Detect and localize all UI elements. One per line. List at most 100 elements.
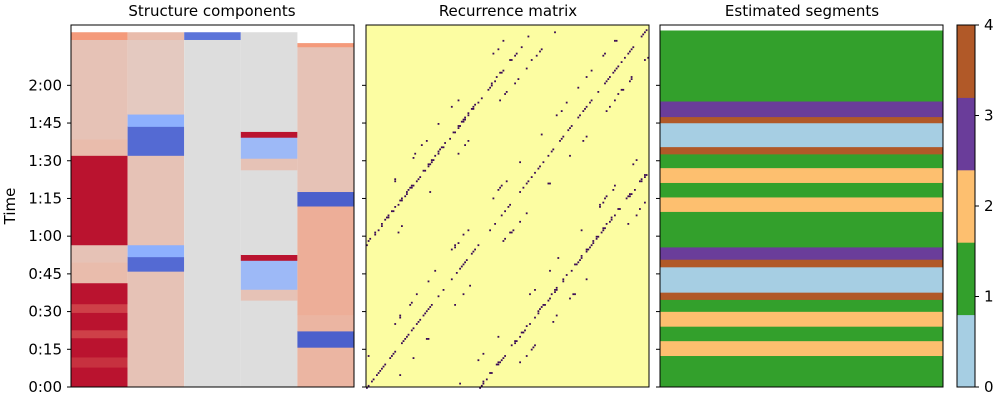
recurrence-point xyxy=(379,370,382,372)
recurrence-point xyxy=(515,52,518,55)
recurrence-point xyxy=(580,255,583,257)
recurrence-point xyxy=(381,225,383,227)
recurrence-point xyxy=(555,286,558,289)
recurrence-point xyxy=(589,246,591,249)
recurrence-point xyxy=(609,220,611,223)
recurrence-point xyxy=(547,182,550,185)
segment-bar xyxy=(660,292,943,300)
recurrence-point xyxy=(600,231,603,234)
recurrence-point xyxy=(462,263,465,266)
recurrence-point xyxy=(427,308,430,310)
recurrence-point xyxy=(622,88,625,91)
component-cell xyxy=(71,367,129,388)
recurrence-point xyxy=(424,169,427,172)
recurrence-point xyxy=(537,167,540,170)
recurrence-point xyxy=(544,304,546,306)
recurrence-point xyxy=(537,310,540,313)
recurrence-point xyxy=(599,206,601,208)
recurrence-point xyxy=(490,372,493,374)
recurrence-point xyxy=(509,231,511,234)
recurrence-point xyxy=(559,140,561,142)
recurrence-point xyxy=(410,301,413,304)
recurrence-point xyxy=(470,252,473,255)
segment-bar xyxy=(660,340,943,357)
recurrence-point xyxy=(369,237,372,240)
recurrence-point xyxy=(624,56,626,59)
recurrence-point xyxy=(550,150,553,153)
segment-bar xyxy=(660,153,943,169)
recurrence-point xyxy=(500,184,503,187)
recurrence-point xyxy=(604,52,606,55)
recurrence-point xyxy=(507,206,510,208)
recurrence-point xyxy=(502,240,505,242)
recurrence-point xyxy=(497,363,500,366)
recurrence-point xyxy=(459,125,461,127)
recurrence-point xyxy=(464,116,466,119)
recurrence-point xyxy=(509,203,511,206)
recurrence-point xyxy=(520,331,523,334)
recurrence-point xyxy=(412,157,415,159)
component-cell xyxy=(297,330,355,348)
recurrence-point xyxy=(497,48,500,51)
y-tick-label: 0:00 xyxy=(28,378,62,396)
recurrence-point xyxy=(582,140,585,142)
recurrence-point xyxy=(512,229,515,232)
recurrence-point xyxy=(640,180,643,183)
recurrence-point xyxy=(640,178,643,181)
recurrence-point xyxy=(419,318,422,321)
recurrence-point xyxy=(509,59,511,61)
recurrence-point xyxy=(519,220,521,223)
recurrence-point xyxy=(510,344,513,347)
segment-bar xyxy=(660,101,943,118)
recurrence-point xyxy=(579,114,581,117)
component-cell xyxy=(127,126,185,156)
recurrence-point xyxy=(415,323,418,325)
recurrence-point xyxy=(617,93,620,95)
component-cell xyxy=(240,300,298,388)
recurrence-point xyxy=(467,112,470,115)
recurrence-point xyxy=(442,289,445,291)
recurrence-point xyxy=(429,163,432,166)
recurrence-point xyxy=(645,29,648,32)
component-cell xyxy=(127,244,185,258)
recurrence-point xyxy=(522,186,525,189)
recurrence-point xyxy=(467,114,470,117)
recurrence-point xyxy=(639,180,641,183)
segment-bar xyxy=(660,167,943,183)
segment-bar xyxy=(660,146,943,155)
recurrence-point xyxy=(389,357,392,359)
recurrence-point xyxy=(604,197,606,200)
segment-bar xyxy=(660,30,943,102)
component-cell xyxy=(240,244,298,256)
recurrence-point xyxy=(482,352,485,355)
recurrence-point xyxy=(519,361,521,364)
recurrence-point xyxy=(555,114,558,117)
recurrence-point xyxy=(492,197,495,200)
recurrence-point xyxy=(644,174,646,176)
recurrence-point xyxy=(452,131,455,134)
component-cell xyxy=(297,314,355,332)
recurrence-point xyxy=(367,355,370,357)
recurrence-point xyxy=(392,210,395,213)
recurrence-point xyxy=(367,240,370,242)
recurrence-point xyxy=(595,237,598,240)
recurrence-point xyxy=(597,235,600,238)
component-cell xyxy=(297,148,355,174)
recurrence-point xyxy=(574,293,576,296)
recurrence-point xyxy=(590,69,593,72)
recurrence-point xyxy=(599,203,601,206)
recurrence-point xyxy=(560,110,563,112)
recurrence-point xyxy=(504,93,506,95)
recurrence-point xyxy=(454,304,456,306)
recurrence-point xyxy=(425,338,428,340)
recurrence-point xyxy=(425,310,428,313)
component-cell xyxy=(240,32,298,132)
segment-bar xyxy=(660,355,943,388)
recurrence-point xyxy=(417,321,420,323)
recurrence-point xyxy=(502,69,505,72)
recurrence-point xyxy=(410,186,413,189)
recurrence-point xyxy=(402,340,405,342)
recurrence-point xyxy=(515,340,518,342)
recurrence-point xyxy=(580,229,583,232)
recurrence-point xyxy=(539,50,541,53)
